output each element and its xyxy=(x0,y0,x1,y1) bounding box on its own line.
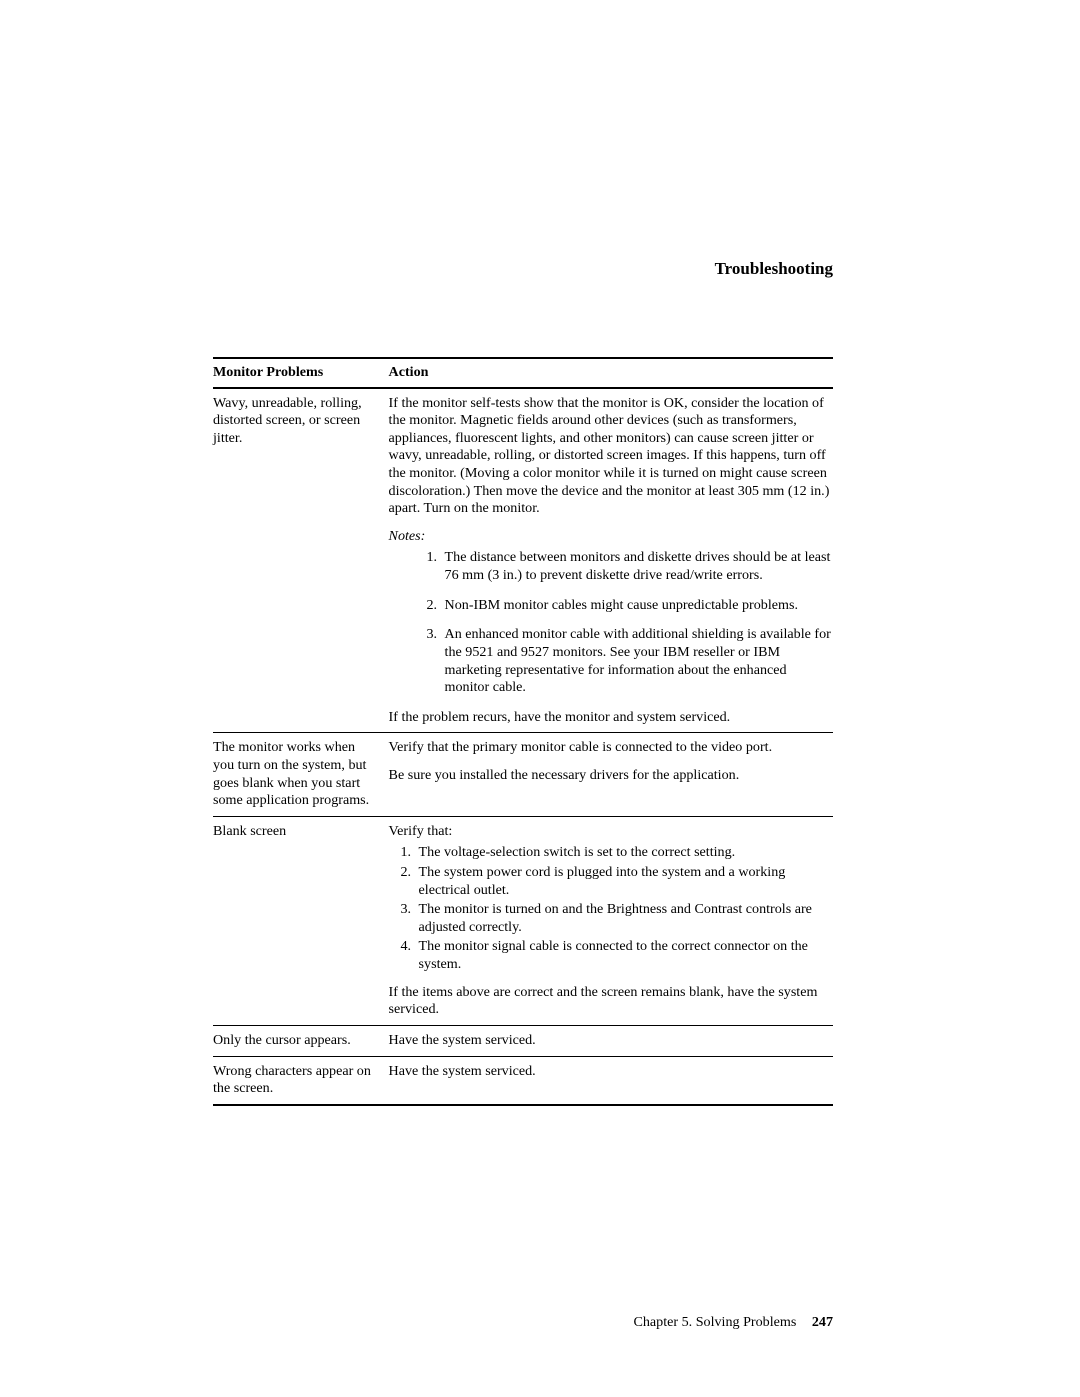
footer-chapter: Chapter 5. Solving Problems xyxy=(633,1314,796,1330)
troubleshooting-table: Monitor Problems Action Wavy, unreadable… xyxy=(213,357,833,1106)
table-row: Wrong characters appear on the screen. H… xyxy=(213,1056,833,1105)
action-text: Be sure you installed the necessary driv… xyxy=(389,767,833,785)
action-text: Verify that the primary monitor cable is… xyxy=(389,739,833,757)
table-row: The monitor works when you turn on the s… xyxy=(213,733,833,816)
column-header-action: Action xyxy=(389,358,833,388)
problem-cell: Only the cursor appears. xyxy=(213,1025,389,1056)
action-cell: Verify that: The voltage-selection switc… xyxy=(389,816,833,1025)
action-cell: Have the system serviced. xyxy=(389,1025,833,1056)
action-tail: If the problem recurs, have the monitor … xyxy=(389,709,833,727)
running-header: Troubleshooting xyxy=(213,259,833,279)
list-item: Non-IBM monitor cables might cause unpre… xyxy=(441,597,833,615)
action-cell: If the monitor self-tests show that the … xyxy=(389,388,833,733)
problem-cell: Blank screen xyxy=(213,816,389,1025)
list-item: The monitor is turned on and the Brightn… xyxy=(415,901,833,936)
list-item: The voltage-selection switch is set to t… xyxy=(415,844,833,862)
list-item: The monitor signal cable is connected to… xyxy=(415,938,833,973)
footer-page-number: 247 xyxy=(812,1314,833,1330)
table-row: Wavy, unreadable, rolling, distorted scr… xyxy=(213,388,833,733)
notes-list: The distance between monitors and disket… xyxy=(389,549,833,696)
action-tail: If the items above are correct and the s… xyxy=(389,984,833,1019)
page-content: Troubleshooting Monitor Problems Action … xyxy=(213,259,833,1106)
problem-cell: Wrong characters appear on the screen. xyxy=(213,1056,389,1105)
notes-label: Notes: xyxy=(389,528,833,546)
action-lead: Verify that: xyxy=(389,823,833,841)
page-footer: Chapter 5. Solving Problems 247 xyxy=(213,1314,833,1331)
table-row: Blank screen Verify that: The voltage-se… xyxy=(213,816,833,1025)
table-row: Only the cursor appears. Have the system… xyxy=(213,1025,833,1056)
action-text: If the monitor self-tests show that the … xyxy=(389,395,833,518)
action-cell: Verify that the primary monitor cable is… xyxy=(389,733,833,816)
list-item: The system power cord is plugged into th… xyxy=(415,864,833,899)
action-cell: Have the system serviced. xyxy=(389,1056,833,1105)
problem-cell: The monitor works when you turn on the s… xyxy=(213,733,389,816)
verify-list: The voltage-selection switch is set to t… xyxy=(389,844,833,973)
list-item: An enhanced monitor cable with additiona… xyxy=(441,626,833,696)
problem-cell: Wavy, unreadable, rolling, distorted scr… xyxy=(213,388,389,733)
column-header-problem: Monitor Problems xyxy=(213,358,389,388)
list-item: The distance between monitors and disket… xyxy=(441,549,833,584)
